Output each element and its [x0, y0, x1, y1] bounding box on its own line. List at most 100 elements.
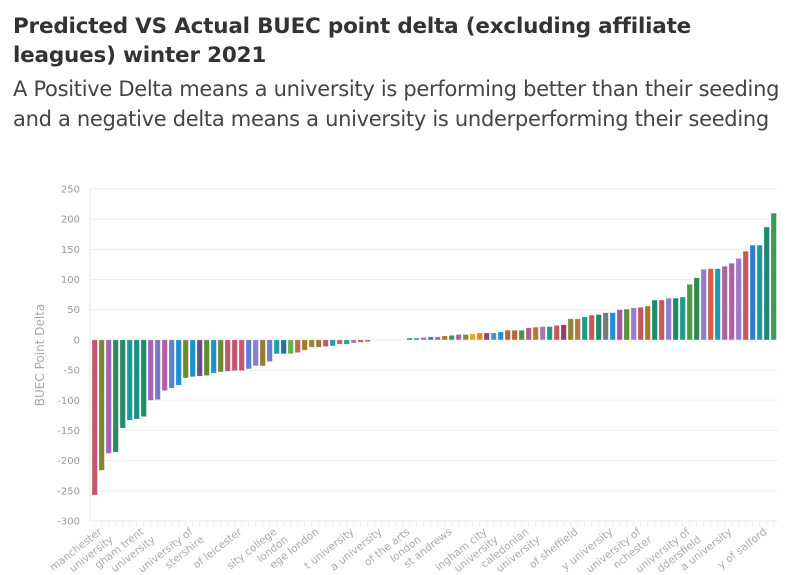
bar: [413, 337, 420, 341]
bar: [539, 326, 546, 341]
chart-subtitle: A Positive Delta means a university is p…: [13, 77, 780, 131]
bar: [91, 339, 98, 496]
bar: [763, 226, 770, 341]
bar: [98, 339, 105, 471]
bar: [616, 309, 623, 341]
bar: [630, 307, 637, 341]
bar: [735, 258, 742, 341]
bar: [532, 326, 539, 341]
bar: [588, 314, 595, 341]
bar: [672, 297, 679, 341]
bar: [294, 339, 301, 353]
bar: [441, 335, 448, 341]
bar: [308, 339, 315, 348]
bar: [490, 332, 497, 341]
gridlines: [89, 188, 778, 522]
bar: [665, 297, 672, 341]
bar: [322, 339, 329, 347]
bar: [448, 335, 455, 341]
bar: [336, 339, 343, 345]
bar: [175, 339, 182, 386]
y-tick-label: -200: [57, 456, 80, 467]
bar: [364, 339, 371, 343]
bar: [161, 339, 168, 391]
bar: [553, 325, 560, 341]
y-axis-ticks: 250 200 150 100 50 0 -50 -100 -150 -200 -250 -300: [57, 185, 80, 528]
chart-title: Predicted VS Actual BUEC point delta (ex…: [13, 14, 692, 68]
bar: [182, 339, 189, 379]
bar: [518, 329, 525, 341]
bar: [525, 327, 532, 341]
bar: [259, 339, 266, 367]
bar: [595, 314, 602, 341]
bar: [252, 339, 259, 367]
bar: [105, 339, 112, 454]
bar: [756, 244, 763, 341]
bar: [651, 299, 658, 341]
y-tick-label: -50: [64, 366, 80, 377]
bar: [700, 268, 707, 341]
bar: [231, 339, 238, 371]
x-axis-ticks: [94, 521, 775, 527]
bar: [357, 339, 364, 343]
bar: [427, 336, 434, 341]
bar: [644, 305, 651, 341]
bar: [434, 336, 441, 341]
bar: [119, 339, 126, 429]
bar: [168, 339, 175, 389]
bar: [602, 312, 609, 341]
bar: [749, 244, 756, 341]
bar: [112, 339, 119, 453]
bar: [350, 339, 357, 344]
bar: [476, 332, 483, 341]
bar: [609, 312, 616, 341]
bar: [511, 329, 518, 341]
bar: [483, 332, 490, 341]
bar: [560, 324, 567, 341]
bar: [266, 339, 273, 362]
bar: [504, 329, 511, 341]
bar: [406, 337, 413, 341]
bar: [210, 339, 217, 374]
y-tick-label: 100: [61, 275, 80, 286]
bar: [203, 339, 210, 376]
y-tick-label: -300: [57, 517, 80, 528]
bar: [189, 339, 196, 378]
bar: [567, 318, 574, 341]
bar: [546, 326, 553, 341]
bar: [147, 339, 154, 401]
y-tick-label: -150: [57, 426, 80, 437]
bar: [721, 265, 728, 341]
bar: [133, 339, 140, 420]
bar: [742, 250, 749, 341]
bar: [315, 339, 322, 348]
bar: [329, 339, 336, 347]
bar: [154, 339, 161, 400]
bar: [126, 339, 133, 421]
bar: [623, 308, 630, 341]
bar: [770, 212, 777, 341]
bar: [420, 337, 427, 341]
bar: [455, 334, 462, 341]
bar: [574, 318, 581, 341]
bar: [637, 307, 644, 341]
bar: [693, 277, 700, 341]
y-tick-label: 150: [61, 245, 80, 256]
bar: [679, 296, 686, 341]
y-tick-label: -250: [57, 486, 80, 497]
bar: [238, 339, 245, 371]
y-tick-label: 200: [61, 215, 80, 226]
bar: [280, 339, 287, 355]
bar: [217, 339, 224, 373]
y-axis-label: BUEC Point Delta: [33, 304, 47, 406]
bar: [497, 331, 504, 341]
bar: [287, 339, 294, 355]
bar: [469, 333, 476, 341]
bar: [686, 284, 693, 341]
y-tick-label: 0: [74, 335, 80, 346]
bar: [714, 268, 721, 341]
bar: [707, 268, 714, 341]
bar: [301, 339, 308, 351]
